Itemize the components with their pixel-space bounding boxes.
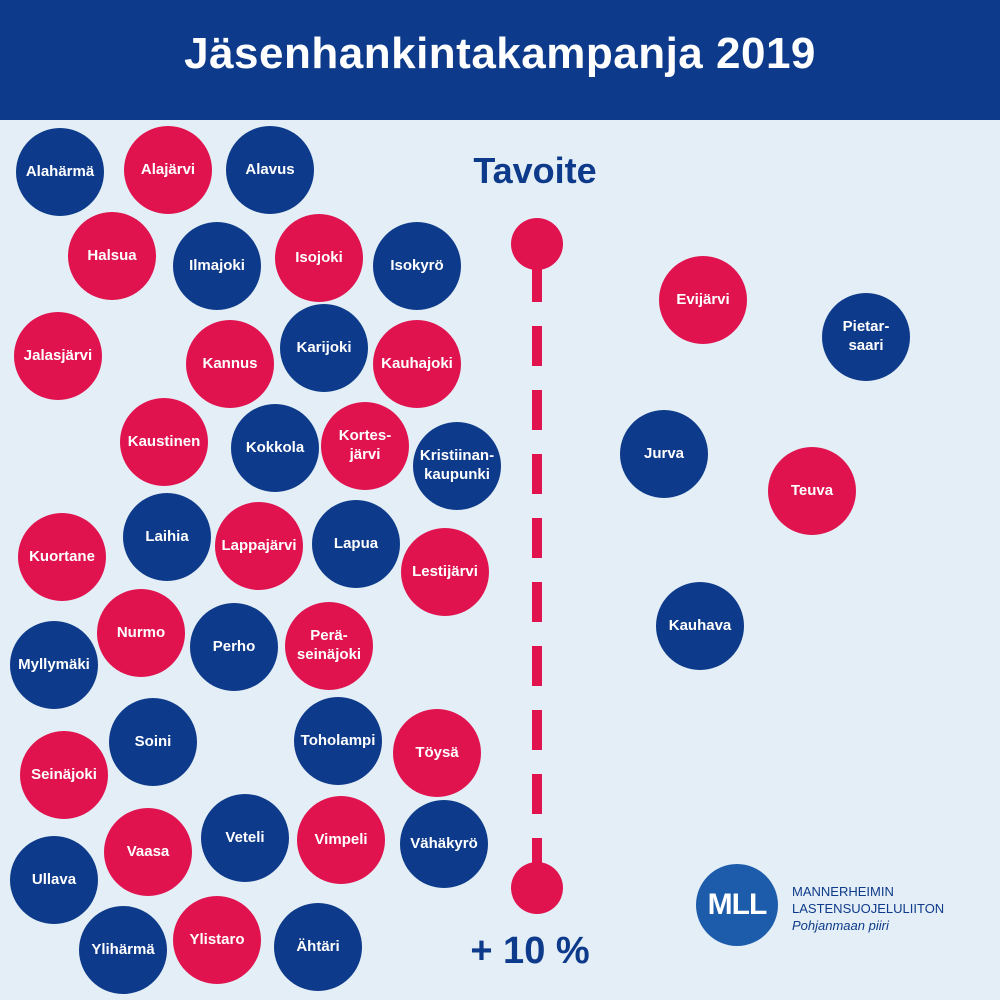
municipality-bubble: Vähäkyrö [400,800,488,888]
municipality-bubble: Veteli [201,794,289,882]
municipality-bubble: Kannus [186,320,274,408]
municipality-bubble: Lestijärvi [401,528,489,616]
municipality-bubble: Toholampi [294,697,382,785]
municipality-bubble: Alavus [226,126,314,214]
municipality-bubble: Kuortane [18,513,106,601]
municipality-bubble: Isojoki [275,214,363,302]
municipality-bubble: Töysä [393,709,481,797]
municipality-bubble: Jalasjärvi [14,312,102,400]
municipality-bubble: Perä- seinäjoki [285,602,373,690]
target-scale-dashed-line [532,262,542,866]
municipality-bubble: Nurmo [97,589,185,677]
municipality-bubble: Alahärmä [16,128,104,216]
municipality-bubble: Ylihärmä [79,906,167,994]
municipality-bubble: Ullava [10,836,98,924]
municipality-bubble: Kauhajoki [373,320,461,408]
municipality-bubble: Ilmajoki [173,222,261,310]
municipality-bubble: Lappajärvi [215,502,303,590]
municipality-bubble: Ylistaro [173,896,261,984]
municipality-bubble: Jurva [620,410,708,498]
logo-text: MANNERHEIMIN LASTENSUOJELULIITON Pohjanm… [792,884,992,935]
municipality-bubble: Laihia [123,493,211,581]
page-title: Jäsenhankintakampanja 2019 [184,29,816,78]
municipality-bubble: Pietar- saari [822,293,910,381]
logo-line-1: MANNERHEIMIN [792,884,894,899]
municipality-bubble: Karijoki [280,304,368,392]
municipality-bubble: Perho [190,603,278,691]
target-scale-bottom-dot [511,862,563,914]
municipality-bubble: Kaustinen [120,398,208,486]
municipality-bubble: Halsua [68,212,156,300]
municipality-bubble: Myllymäki [10,621,98,709]
municipality-bubble: Vaasa [104,808,192,896]
municipality-bubble: Kristiinan- kaupunki [413,422,501,510]
municipality-bubble: Ähtäri [274,903,362,991]
target-label: Tavoite [473,150,597,191]
title-banner: Jäsenhankintakampanja 2019 [0,0,1000,120]
municipality-bubble: Teuva [768,447,856,535]
municipality-bubble: Lapua [312,500,400,588]
municipality-bubble: Kauhava [656,582,744,670]
municipality-bubble: Kokkola [231,404,319,492]
municipality-bubble: Kortes- järvi [321,402,409,490]
municipality-bubble: Vimpeli [297,796,385,884]
target-value: + 10 % [470,930,590,972]
mll-logo-icon: MLL [696,864,778,946]
municipality-bubble: Isokyrö [373,222,461,310]
logo-line-3: Pohjanmaan piiri [792,917,889,933]
logo-line-2: LASTENSUOJELULIITON [792,900,945,916]
municipality-bubble: Soini [109,698,197,786]
municipality-bubble: Evijärvi [659,256,747,344]
municipality-bubble: Seinäjoki [20,731,108,819]
target-scale-top-dot [511,218,563,270]
municipality-bubble: Alajärvi [124,126,212,214]
